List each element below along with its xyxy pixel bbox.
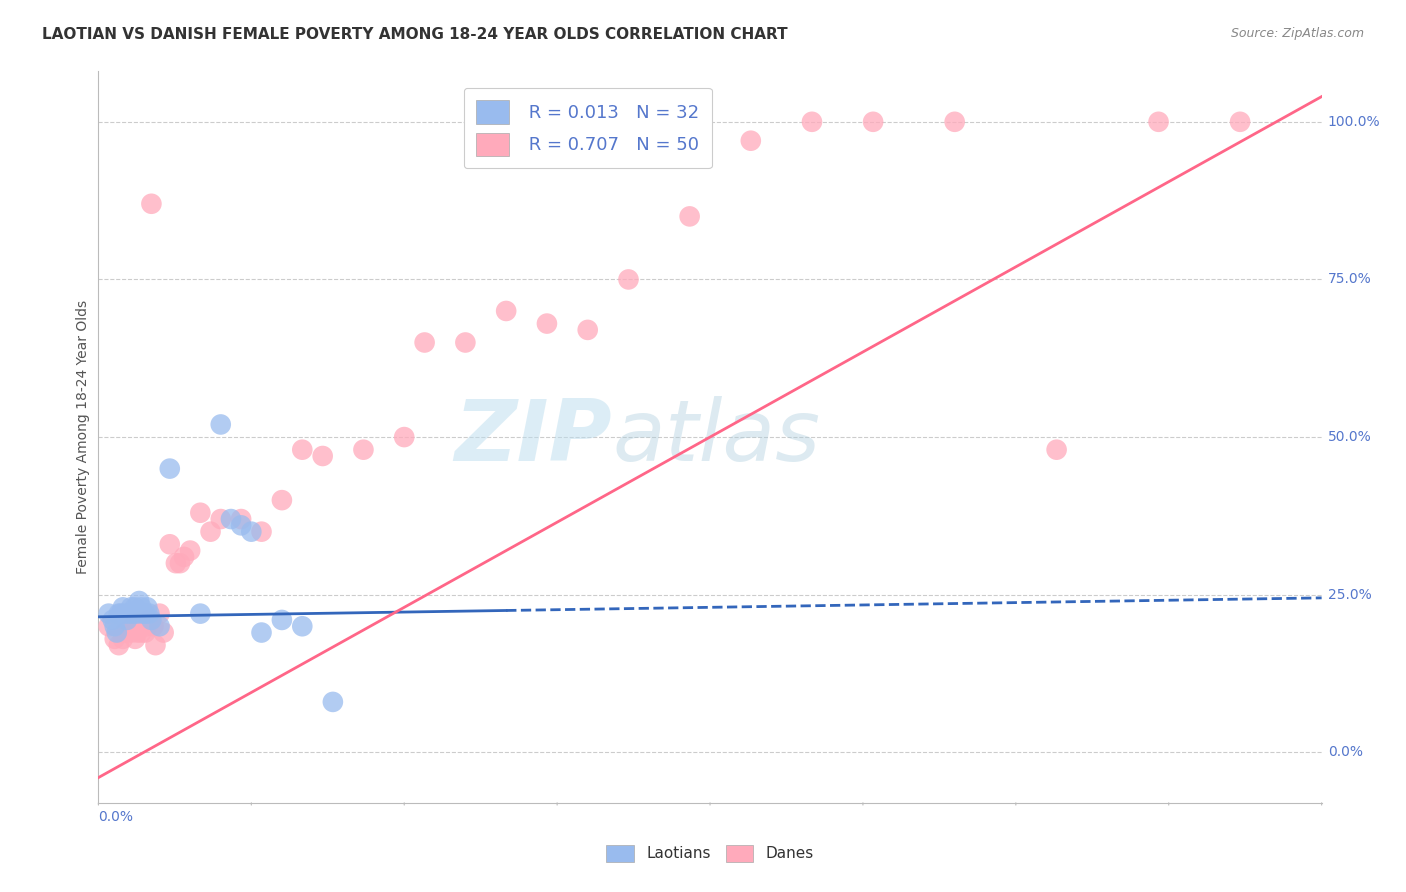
Point: [392, 430, 416, 444]
Point: [115, 613, 138, 627]
Point: [1045, 442, 1069, 457]
Point: [250, 524, 273, 539]
Point: [114, 607, 136, 621]
Point: [145, 638, 167, 652]
Text: 0.0%: 0.0%: [1327, 746, 1362, 759]
Point: [132, 613, 155, 627]
Point: [122, 607, 145, 621]
Point: [159, 461, 181, 475]
Point: [165, 556, 187, 570]
Point: [495, 304, 517, 318]
Point: [270, 613, 294, 627]
Point: [110, 607, 132, 621]
Point: [136, 619, 159, 633]
Point: [679, 210, 702, 224]
Point: [413, 335, 436, 350]
Point: [240, 524, 263, 539]
Point: [617, 272, 640, 286]
Point: [536, 317, 558, 331]
Point: [138, 607, 160, 621]
Point: [322, 695, 344, 709]
Point: [943, 115, 966, 129]
Point: [312, 449, 335, 463]
Point: [209, 512, 232, 526]
Text: 0.0%: 0.0%: [98, 810, 134, 824]
Point: [128, 619, 150, 633]
Point: [97, 607, 120, 621]
Point: [120, 600, 142, 615]
Text: 25.0%: 25.0%: [1327, 588, 1371, 602]
Point: [104, 619, 127, 633]
Point: [291, 619, 314, 633]
Point: [111, 632, 134, 646]
Point: [141, 196, 163, 211]
Point: [141, 613, 163, 627]
Point: [118, 619, 141, 633]
Point: [159, 537, 181, 551]
Text: ZIP: ZIP: [454, 395, 612, 479]
Text: 100.0%: 100.0%: [1327, 115, 1381, 128]
Point: [200, 524, 222, 539]
Point: [97, 619, 120, 633]
Point: [129, 625, 152, 640]
Point: [740, 134, 762, 148]
Point: [270, 493, 294, 508]
Point: [862, 115, 884, 129]
Point: [188, 506, 212, 520]
Point: [105, 625, 128, 640]
Point: [801, 115, 824, 129]
Point: [108, 638, 131, 652]
Point: [122, 619, 145, 633]
Point: [134, 625, 156, 640]
Point: [101, 613, 124, 627]
Point: [219, 512, 242, 526]
Point: [111, 600, 134, 615]
Point: [1147, 115, 1170, 129]
Point: [127, 625, 149, 640]
Point: [173, 549, 195, 564]
Point: [454, 335, 477, 350]
Point: [209, 417, 232, 432]
Point: [1229, 115, 1251, 129]
Point: [250, 625, 273, 640]
Text: 75.0%: 75.0%: [1327, 272, 1371, 286]
Point: [104, 632, 127, 646]
Point: [179, 543, 201, 558]
Point: [124, 632, 146, 646]
Point: [576, 323, 599, 337]
Point: [120, 625, 142, 640]
Point: [132, 607, 155, 621]
Point: [149, 619, 172, 633]
Point: [142, 619, 165, 633]
Point: [108, 607, 131, 621]
Point: [188, 607, 212, 621]
Point: [231, 518, 253, 533]
Point: [352, 442, 374, 457]
Point: [114, 625, 136, 640]
Point: [134, 607, 156, 621]
Point: [152, 625, 174, 640]
Point: [124, 600, 146, 615]
Point: [136, 600, 159, 615]
Text: 50.0%: 50.0%: [1327, 430, 1371, 444]
Point: [127, 607, 149, 621]
Legend: Laotians, Danes: Laotians, Danes: [600, 838, 820, 868]
Point: [291, 442, 314, 457]
Text: atlas: atlas: [612, 395, 820, 479]
Y-axis label: Female Poverty Among 18-24 Year Olds: Female Poverty Among 18-24 Year Olds: [76, 300, 90, 574]
Point: [118, 607, 141, 621]
Text: LAOTIAN VS DANISH FEMALE POVERTY AMONG 18-24 YEAR OLDS CORRELATION CHART: LAOTIAN VS DANISH FEMALE POVERTY AMONG 1…: [42, 27, 787, 42]
Point: [129, 600, 152, 615]
Point: [149, 607, 172, 621]
Point: [231, 512, 253, 526]
Point: [128, 594, 150, 608]
Point: [169, 556, 191, 570]
Point: [138, 613, 160, 627]
Text: Source: ZipAtlas.com: Source: ZipAtlas.com: [1230, 27, 1364, 40]
